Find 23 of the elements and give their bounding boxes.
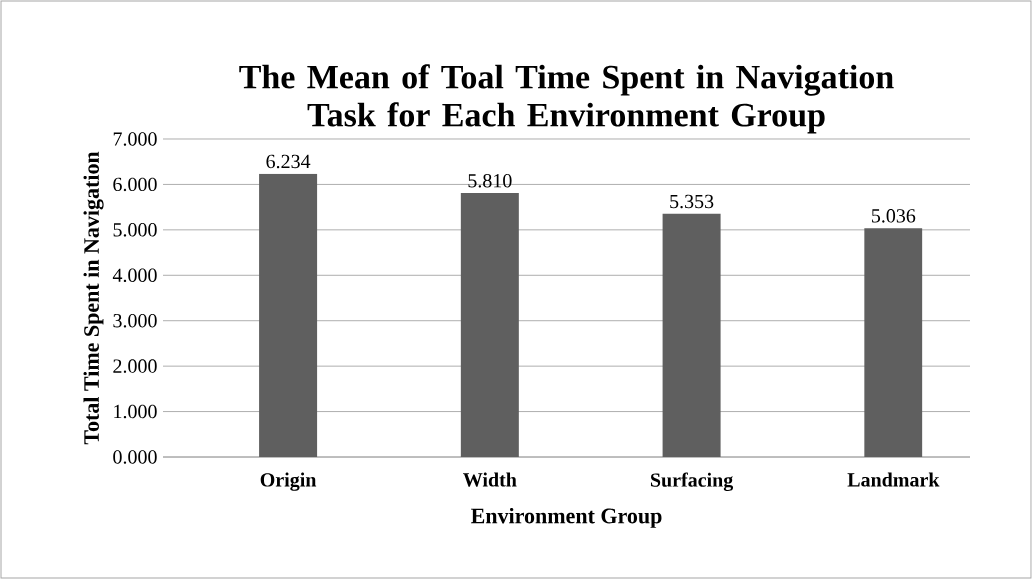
bar [460,193,519,457]
data-label: 5.353 [670,194,714,209]
bar [259,173,318,457]
y-tick-label: 7.000 [113,132,157,146]
bar [662,213,721,457]
y-tick-label: 5.000 [113,223,157,237]
y-tick-label: 4.000 [112,268,157,283]
data-label: 5.036 [872,209,916,223]
x-tick-label: Landmark [847,472,940,487]
y-tick-label: 0.000 [113,450,157,464]
x-tick-label: Origin [260,472,317,491]
x-tick-label: Width [463,472,517,487]
y-axis-title: Total Time Spent in Navigation [83,151,104,445]
data-label: 5.810 [468,173,512,188]
bar [864,228,923,457]
data-label: 6.234 [266,154,311,169]
y-tick-label: 6.000 [113,177,157,192]
chart-title: The Mean of Toal Time Spent in Navigation Task for Each Environment Group [239,64,894,134]
x-tick-label: Surfacing [650,472,734,492]
y-tick-label: 2.000 [113,359,157,373]
x-axis-title: Environment Group [471,507,662,528]
y-tick-label: 3.000 [113,313,157,328]
y-tick-label: 1.000 [114,404,157,419]
